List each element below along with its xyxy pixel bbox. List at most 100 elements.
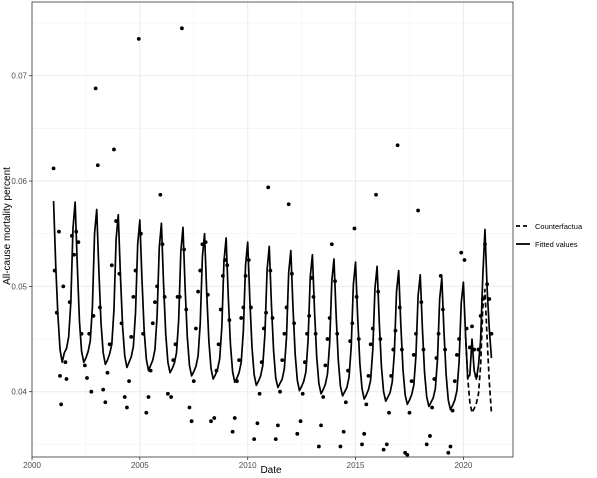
- y-tick-label: 0.07: [11, 72, 27, 81]
- plot-panel: [32, 2, 513, 457]
- data-point: [483, 242, 487, 247]
- data-point: [232, 416, 237, 420]
- data-point: [400, 347, 404, 352]
- data-point: [203, 240, 208, 245]
- data-point: [282, 331, 287, 336]
- data-point: [200, 242, 205, 247]
- data-point: [205, 292, 210, 297]
- data-point: [428, 434, 432, 438]
- data-point: [397, 305, 402, 310]
- data-point: [302, 360, 307, 365]
- data-point: [218, 307, 223, 312]
- data-point: [87, 331, 92, 336]
- data-point: [462, 258, 467, 262]
- data-point: [273, 437, 278, 441]
- data-point: [158, 192, 163, 197]
- data-point: [59, 402, 64, 407]
- data-point: [257, 391, 262, 396]
- data-point: [252, 437, 257, 441]
- data-point: [295, 431, 300, 436]
- data-point: [376, 289, 381, 294]
- data-point: [356, 337, 361, 341]
- legend-label-counterfactual: Counterfactua: [535, 222, 583, 231]
- data-point: [122, 395, 127, 399]
- data-point: [292, 321, 296, 326]
- y-tick-label: 0.04: [11, 388, 27, 397]
- data-point: [180, 26, 184, 31]
- data-point: [278, 389, 282, 394]
- data-point: [150, 321, 155, 326]
- data-point: [67, 300, 72, 305]
- data-point: [70, 233, 74, 238]
- data-point: [239, 316, 244, 320]
- data-point: [311, 295, 316, 299]
- data-point: [374, 192, 378, 197]
- data-point: [346, 368, 350, 373]
- observed-points: [51, 26, 494, 457]
- data-point: [325, 337, 330, 341]
- data-point: [360, 442, 364, 447]
- data-point: [105, 370, 110, 375]
- data-point: [485, 282, 490, 287]
- data-point: [338, 444, 343, 449]
- data-point: [89, 389, 94, 394]
- data-point: [214, 368, 219, 373]
- data-point: [72, 252, 76, 257]
- x-tick-label: 2020: [454, 461, 472, 470]
- data-point: [286, 202, 291, 207]
- fitted-values-line: [52, 201, 493, 411]
- data-point: [133, 268, 138, 273]
- data-point: [268, 268, 273, 273]
- data-point: [421, 347, 426, 352]
- data-point: [467, 345, 472, 350]
- data-point: [436, 331, 441, 336]
- data-point: [348, 339, 353, 344]
- data-point: [216, 342, 221, 347]
- data-point: [82, 363, 87, 368]
- data-point: [85, 376, 89, 380]
- data-point: [313, 331, 318, 336]
- data-point: [107, 342, 112, 347]
- data-point: [384, 442, 389, 447]
- data-point: [416, 208, 420, 213]
- data-point: [478, 313, 483, 318]
- data-point: [182, 247, 186, 252]
- data-point: [333, 279, 337, 284]
- data-point: [117, 271, 122, 276]
- data-point: [309, 276, 314, 280]
- data-point: [323, 363, 328, 368]
- data-point: [259, 360, 264, 365]
- data-point: [93, 86, 98, 91]
- data-point: [101, 387, 106, 392]
- data-point: [335, 331, 340, 336]
- x-tick-label: 2010: [239, 461, 257, 470]
- data-point: [95, 163, 100, 168]
- x-axis-ticks: 2000 2005 2010 2015 2020: [23, 457, 473, 470]
- data-point: [350, 321, 355, 326]
- data-point: [370, 326, 375, 331]
- data-point: [452, 379, 457, 384]
- data-point: [284, 305, 289, 310]
- data-point: [146, 395, 151, 399]
- data-point: [153, 300, 157, 305]
- data-point: [189, 419, 194, 424]
- y-tick-label: 0.05: [11, 282, 27, 291]
- data-point: [225, 263, 230, 268]
- data-point: [419, 300, 424, 305]
- legend: Counterfactua Fitted values: [516, 222, 583, 249]
- data-point: [125, 405, 129, 410]
- data-point: [368, 342, 373, 347]
- data-point: [343, 400, 348, 405]
- data-point: [261, 326, 266, 331]
- data-point: [316, 444, 321, 449]
- data-point: [352, 226, 357, 231]
- x-axis-title: Date: [260, 465, 282, 476]
- data-point: [76, 240, 81, 245]
- data-point: [184, 307, 189, 312]
- data-point: [329, 242, 334, 247]
- data-point: [171, 358, 176, 362]
- data-point: [455, 352, 459, 357]
- data-point: [173, 342, 178, 347]
- data-point: [489, 331, 494, 336]
- data-point: [381, 447, 386, 452]
